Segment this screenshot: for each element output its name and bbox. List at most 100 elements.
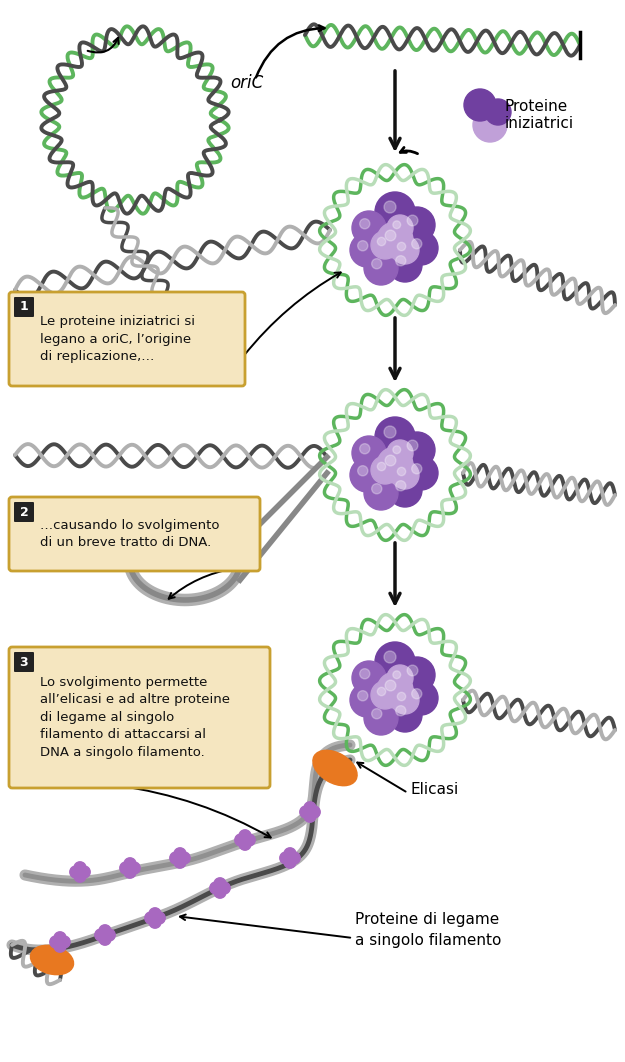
FancyBboxPatch shape <box>14 297 34 316</box>
Circle shape <box>378 237 386 245</box>
Circle shape <box>372 708 382 719</box>
Text: …causando lo svolgimento
di un breve tratto di DNA.: …causando lo svolgimento di un breve tra… <box>40 518 219 549</box>
Circle shape <box>398 692 406 701</box>
Text: 1: 1 <box>19 301 28 313</box>
Circle shape <box>218 883 230 894</box>
Circle shape <box>391 461 419 489</box>
Circle shape <box>377 672 413 708</box>
Circle shape <box>243 834 255 846</box>
Circle shape <box>210 883 222 894</box>
Circle shape <box>153 912 165 924</box>
Circle shape <box>404 456 438 490</box>
Circle shape <box>371 456 399 484</box>
Text: Proteine di legame
a singolo filamento: Proteine di legame a singolo filamento <box>355 912 501 948</box>
Circle shape <box>58 936 70 948</box>
Circle shape <box>99 933 111 945</box>
Circle shape <box>375 417 415 457</box>
Circle shape <box>398 242 406 251</box>
Circle shape <box>385 456 396 466</box>
Circle shape <box>78 866 90 878</box>
Circle shape <box>378 687 386 696</box>
Circle shape <box>350 683 384 717</box>
Circle shape <box>357 465 368 476</box>
Text: Proteine
iniziatrici: Proteine iniziatrici <box>505 99 574 132</box>
Circle shape <box>288 852 300 864</box>
Circle shape <box>352 661 386 695</box>
Circle shape <box>174 856 186 869</box>
Circle shape <box>387 440 413 466</box>
Circle shape <box>284 856 296 869</box>
Circle shape <box>74 870 86 883</box>
Ellipse shape <box>313 751 357 786</box>
Circle shape <box>174 847 186 860</box>
Text: 3: 3 <box>20 655 28 668</box>
Circle shape <box>280 852 292 864</box>
Circle shape <box>95 929 107 941</box>
Circle shape <box>178 852 190 864</box>
Circle shape <box>375 192 415 232</box>
Text: oriC: oriC <box>230 74 263 92</box>
Circle shape <box>239 838 251 851</box>
Circle shape <box>393 446 401 453</box>
Circle shape <box>393 671 401 679</box>
Circle shape <box>377 447 413 483</box>
Circle shape <box>359 444 370 453</box>
Circle shape <box>387 665 413 691</box>
Circle shape <box>388 698 422 732</box>
FancyBboxPatch shape <box>14 652 34 672</box>
Circle shape <box>364 476 398 510</box>
Circle shape <box>357 690 368 701</box>
Circle shape <box>384 201 396 213</box>
Circle shape <box>149 917 161 928</box>
FancyBboxPatch shape <box>9 497 260 571</box>
Text: 2: 2 <box>19 506 28 518</box>
Circle shape <box>396 481 406 491</box>
Circle shape <box>54 931 66 944</box>
Circle shape <box>352 211 386 245</box>
Text: Le proteine iniziatrici si
legano a oriC, l’origine
di replicazione,…: Le proteine iniziatrici si legano a oriC… <box>40 315 195 363</box>
Text: Lo svolgimento permette
all’elicasi e ad altre proteine
di legame al singolo
fil: Lo svolgimento permette all’elicasi e ad… <box>40 676 230 759</box>
Circle shape <box>407 216 418 226</box>
Circle shape <box>407 665 418 675</box>
Circle shape <box>385 230 396 241</box>
Circle shape <box>412 239 422 249</box>
Circle shape <box>304 802 316 813</box>
Circle shape <box>388 473 422 507</box>
Circle shape <box>350 458 384 492</box>
Circle shape <box>214 878 226 890</box>
Circle shape <box>359 669 370 679</box>
Circle shape <box>399 432 435 468</box>
FancyBboxPatch shape <box>9 647 270 788</box>
Circle shape <box>359 219 370 228</box>
Circle shape <box>50 936 62 948</box>
Circle shape <box>404 232 438 266</box>
Circle shape <box>99 925 111 937</box>
Circle shape <box>407 440 418 451</box>
Circle shape <box>364 701 398 735</box>
Circle shape <box>399 207 435 243</box>
Text: Elicasi: Elicasi <box>410 783 458 798</box>
Ellipse shape <box>31 945 74 975</box>
Circle shape <box>352 436 386 470</box>
Circle shape <box>149 908 161 920</box>
FancyBboxPatch shape <box>14 502 34 523</box>
Circle shape <box>284 847 296 860</box>
Circle shape <box>396 256 406 266</box>
Circle shape <box>124 858 136 870</box>
Circle shape <box>350 233 384 267</box>
Circle shape <box>357 241 368 251</box>
Circle shape <box>308 806 320 818</box>
Circle shape <box>399 657 435 693</box>
Circle shape <box>70 866 82 878</box>
Circle shape <box>372 483 382 494</box>
Circle shape <box>74 861 86 874</box>
Circle shape <box>364 251 398 285</box>
Circle shape <box>300 806 312 818</box>
Circle shape <box>485 99 511 125</box>
Circle shape <box>371 232 399 259</box>
Circle shape <box>170 852 182 864</box>
Circle shape <box>371 681 399 709</box>
Circle shape <box>103 929 115 941</box>
Circle shape <box>304 810 316 822</box>
Circle shape <box>120 862 132 874</box>
